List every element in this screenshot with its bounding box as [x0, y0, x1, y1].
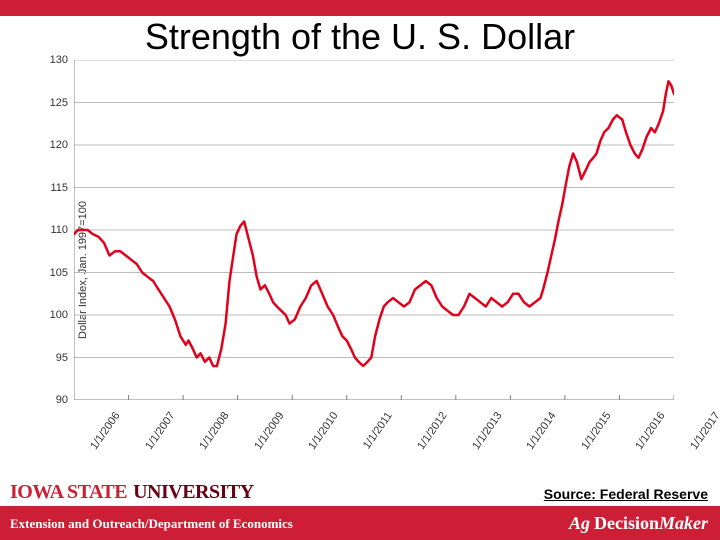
logo-university: UNIVERSITY — [133, 481, 254, 504]
y-tick: 130 — [38, 54, 68, 66]
x-tick: 1/1/2011 — [361, 410, 395, 451]
extension-line: Extension and Outreach/Department of Eco… — [10, 516, 293, 532]
slide: Strength of the U. S. Dollar Dollar Inde… — [0, 0, 720, 540]
y-tick: 100 — [38, 309, 68, 321]
chart-area: Dollar Index, Jan. 1997=100 909510010511… — [20, 60, 700, 480]
x-tick: 1/1/2017 — [688, 410, 720, 452]
y-tick: 115 — [38, 182, 68, 194]
agdm-maker: Maker — [659, 513, 708, 533]
top-accent-bar — [0, 0, 720, 16]
slide-title: Strength of the U. S. Dollar — [0, 16, 720, 58]
university-logo: IOWA STATE UNIVERSITY — [10, 480, 254, 504]
logo-iowastate: IOWA STATE — [10, 481, 127, 504]
ag-decision-maker-logo: AgDecisionMaker — [569, 513, 708, 534]
x-tick-labels: 1/1/20061/1/20071/1/20081/1/20091/1/2010… — [74, 60, 674, 400]
x-tick: 1/1/2016 — [634, 410, 668, 452]
x-tick: 1/1/2012 — [416, 410, 450, 452]
x-tick: 1/1/2009 — [252, 410, 286, 452]
y-tick-labels: 9095100105110115120125130 — [38, 60, 68, 400]
y-tick: 90 — [38, 394, 68, 406]
agdm-ag: Ag — [569, 513, 590, 533]
y-tick: 95 — [38, 352, 68, 364]
x-tick: 1/1/2014 — [525, 410, 559, 452]
x-tick: 1/1/2006 — [88, 410, 122, 452]
x-tick: 1/1/2010 — [306, 410, 340, 452]
agdm-dec: Decision — [594, 513, 659, 533]
x-tick: 1/1/2013 — [470, 410, 504, 452]
x-tick: 1/1/2008 — [197, 410, 231, 452]
x-tick: 1/1/2015 — [579, 410, 613, 452]
y-tick: 125 — [38, 97, 68, 109]
y-tick: 120 — [38, 139, 68, 151]
y-tick: 110 — [38, 224, 68, 236]
y-tick: 105 — [38, 267, 68, 279]
x-tick: 1/1/2007 — [143, 410, 177, 452]
source-citation: Source: Federal Reserve — [544, 486, 708, 502]
